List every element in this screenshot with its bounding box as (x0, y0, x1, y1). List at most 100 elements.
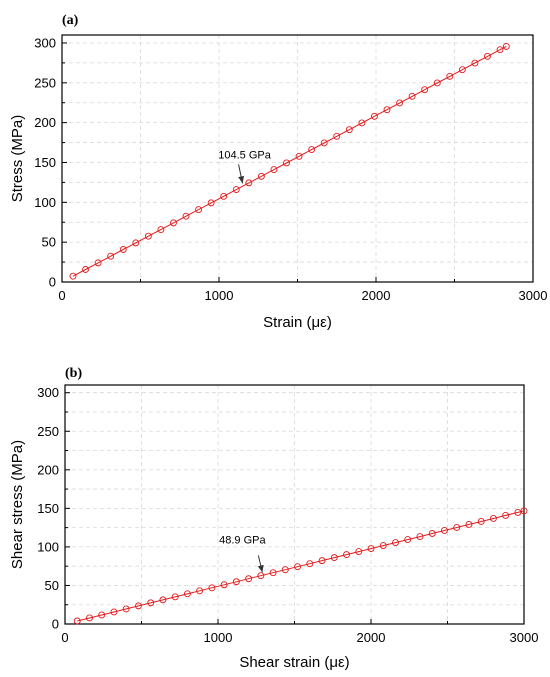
data-point (207, 199, 215, 207)
data-point (196, 587, 204, 595)
series-line (77, 510, 525, 622)
y-tick-label: 50 (45, 578, 59, 593)
data-point (157, 226, 165, 234)
data-point (119, 246, 127, 253)
data-point (330, 554, 338, 562)
data-point (408, 92, 416, 100)
data-point (183, 590, 191, 598)
data-point (110, 608, 118, 616)
data-point (107, 252, 115, 260)
x-tick-label: 2000 (362, 288, 391, 303)
data-point (416, 533, 424, 541)
data-point (320, 139, 328, 147)
data-point (171, 593, 179, 601)
data-point (318, 557, 326, 565)
y-tick-label: 150 (34, 155, 56, 170)
y-tick-label: 200 (37, 462, 59, 477)
data-point (144, 232, 152, 240)
data-point (355, 548, 363, 556)
y-axis-title: Shear stress (MPa) (9, 440, 26, 569)
x-tick-label: 0 (58, 288, 65, 303)
data-point (208, 584, 216, 592)
x-tick-label: 2000 (357, 630, 386, 645)
y-tick-label: 0 (52, 617, 59, 632)
data-point (283, 159, 290, 167)
data-point (333, 132, 341, 140)
data-point (358, 119, 366, 127)
annotation-arrowhead (257, 564, 264, 573)
data-point (98, 611, 106, 619)
data-point (345, 126, 353, 134)
data-point (433, 79, 441, 87)
data-point (453, 524, 461, 531)
data-point (132, 239, 140, 247)
data-point (392, 539, 399, 547)
y-axis-title: Stress (MPa) (9, 115, 26, 203)
data-point (440, 527, 448, 534)
data-point (367, 545, 375, 553)
data-point (383, 106, 391, 114)
x-axis-title: Strain (με) (263, 314, 332, 331)
data-point (514, 508, 522, 516)
panel-label: (b) (65, 366, 82, 381)
x-tick-label: 1000 (204, 630, 233, 645)
data-point (170, 219, 177, 227)
data-point (295, 152, 303, 160)
data-point (232, 186, 240, 194)
data-point (195, 206, 203, 214)
data-point (496, 46, 504, 54)
x-axis-title: Shear strain (με) (239, 654, 349, 671)
data-point (257, 172, 265, 180)
x-tick-label: 1000 (205, 288, 234, 303)
x-tick-label: 3000 (519, 288, 548, 303)
data-point (421, 86, 429, 94)
data-point (122, 605, 130, 613)
y-tick-label: 300 (34, 35, 56, 50)
data-point (396, 99, 403, 107)
data-point (281, 566, 289, 574)
data-point (134, 602, 142, 610)
data-point (220, 581, 228, 589)
data-point (270, 166, 278, 174)
data-point (159, 596, 167, 604)
data-point (73, 617, 81, 625)
data-point (489, 515, 497, 522)
y-tick-label: 150 (37, 501, 59, 516)
data-point (458, 66, 466, 74)
data-point (232, 578, 240, 586)
annotation-label: 104.5 GPa (218, 149, 271, 161)
y-tick-label: 50 (42, 235, 56, 250)
data-point (428, 530, 436, 537)
y-tick-label: 300 (37, 385, 59, 400)
data-point (379, 542, 387, 550)
data-point (477, 518, 485, 525)
data-point (404, 536, 412, 544)
data-point (520, 507, 528, 515)
y-tick-label: 250 (34, 75, 56, 90)
x-tick-label: 3000 (510, 630, 539, 645)
y-tick-label: 100 (37, 539, 59, 554)
panel-label: (a) (62, 13, 79, 28)
data-point (294, 563, 302, 571)
data-point (502, 511, 510, 519)
data-point (471, 59, 479, 67)
y-tick-label: 250 (37, 424, 59, 439)
data-point (147, 599, 155, 607)
data-point (370, 112, 378, 120)
data-point (306, 560, 314, 568)
y-tick-label: 200 (34, 115, 56, 130)
data-point (245, 179, 253, 187)
data-point (182, 212, 190, 220)
y-tick-label: 100 (34, 195, 56, 210)
data-point (69, 272, 77, 280)
y-tick-label: 0 (49, 275, 56, 290)
data-point (220, 192, 228, 200)
annotation-label: 48.9 GPa (219, 534, 266, 546)
annotation-arrowhead (238, 175, 245, 184)
data-point (308, 146, 316, 154)
data-point (484, 52, 491, 60)
data-point (86, 614, 93, 622)
